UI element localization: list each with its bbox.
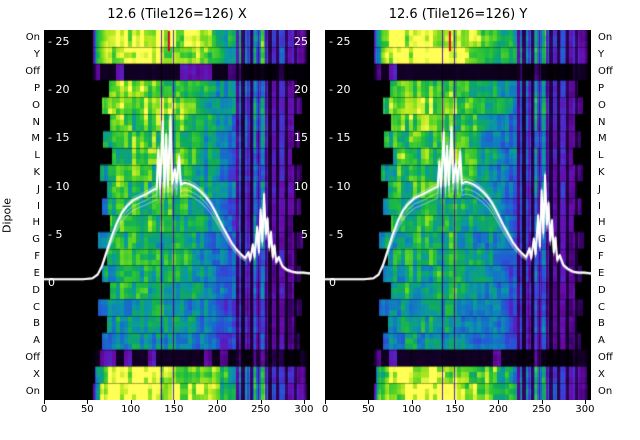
dipole-label-left: H: [32, 217, 40, 229]
x-tick-label: 50: [80, 404, 94, 415]
inner-ytick-label-right: 20: [294, 83, 308, 97]
x-tick-mark: [87, 400, 89, 404]
dipole-label-right: Off: [598, 66, 613, 78]
heatmap-panel-y: [325, 30, 591, 400]
dipole-label-right: O: [598, 99, 606, 111]
x-tick-mark: [498, 400, 500, 404]
inner-ytick-label-right: 25: [294, 35, 308, 48]
x-tick-label: 150: [445, 404, 465, 415]
x-tick-mark: [303, 400, 305, 404]
x-tick-mark: [217, 400, 219, 404]
dipole-label-right: D: [598, 284, 606, 296]
x-tick-mark: [368, 400, 370, 404]
x-tick-mark: [411, 400, 413, 404]
dipole-label-left: B: [33, 318, 40, 330]
dipole-label-left: F: [34, 251, 40, 263]
x-tick-mark: [541, 400, 543, 404]
inner-ytick-label: - 25: [48, 35, 70, 48]
dipole-label-left: A: [33, 335, 40, 347]
x-tick-mark: [454, 400, 456, 404]
x-tick-mark: [260, 400, 262, 404]
x-tick-label: 300: [294, 404, 314, 415]
dipole-label-left: On: [25, 385, 40, 397]
dipole-label-right: K: [598, 166, 605, 178]
dipole-label-left: On: [25, 32, 40, 44]
inner-ytick-label-right: 5: [301, 227, 308, 241]
dipole-label-right: H: [598, 217, 606, 229]
x-tick-label: 150: [164, 404, 184, 415]
x-tick-mark: [44, 400, 45, 404]
dipole-label-left: Y: [33, 49, 40, 61]
heatmap-panel-x: [44, 30, 310, 400]
inner-ytick-label: - 20: [329, 83, 351, 97]
dipole-label-left: X: [33, 368, 40, 380]
inner-ytick-label-right: 15: [294, 131, 308, 145]
inner-ytick-label: - 10: [329, 179, 351, 193]
x-tick-mark: [173, 400, 175, 404]
panel-title-y: 12.6 (Tile126=126) Y: [388, 7, 528, 22]
x-tick-label: 50: [361, 404, 375, 415]
dipole-label-left: D: [32, 284, 40, 296]
dipole-label-left: Off: [25, 351, 40, 363]
dipole-label-right: Off: [598, 351, 613, 363]
inner-ytick-label: - 10: [48, 179, 70, 193]
inner-ytick-label: - 15: [329, 131, 351, 145]
dipole-label-left: L: [34, 150, 40, 162]
inner-ytick-label: - 15: [48, 131, 70, 145]
inner-ytick-label: - 5: [329, 227, 344, 241]
dipole-label-right: L: [598, 150, 604, 162]
dipole-label-right: X: [598, 368, 605, 380]
dipole-label-right: On: [598, 32, 613, 44]
dipole-label-right: M: [598, 133, 607, 145]
x-tick-label: 250: [532, 404, 552, 415]
dipole-label-right: G: [598, 234, 606, 246]
dipole-label-right: Y: [598, 49, 605, 61]
dipole-label-right: J: [598, 183, 601, 195]
inner-ytick-label: - 5: [48, 227, 63, 241]
x-tick-label: 0: [40, 404, 48, 415]
inner-ytick-label: - 20: [48, 83, 70, 97]
dipole-label-right: A: [598, 335, 605, 347]
x-tick-label: 250: [251, 404, 271, 415]
dipole-label-right: E: [598, 267, 605, 279]
dipole-label-left: K: [33, 166, 40, 178]
dipole-label-left: O: [32, 99, 40, 111]
x-tick-mark: [584, 400, 586, 404]
dipole-label-right: N: [598, 116, 606, 128]
x-tick-label: 200: [488, 404, 508, 415]
inner-ytick-label: - 25: [329, 35, 351, 48]
dipole-label-left: N: [32, 116, 40, 128]
x-tick-label: 0: [321, 404, 329, 415]
dipole-label-left: E: [33, 267, 40, 279]
x-tick-mark: [325, 400, 326, 404]
dipole-label-left: I: [37, 200, 40, 212]
inner-ytick-label-right: 10: [294, 179, 308, 193]
dipole-label-right: F: [598, 251, 604, 263]
x-tick-label: 300: [575, 404, 595, 415]
dipole-label-right: C: [598, 301, 605, 313]
dipole-label-left: P: [33, 82, 40, 94]
inner-ytick-label: 0: [48, 276, 55, 289]
x-tick-label: 200: [207, 404, 227, 415]
x-tick-label: 100: [121, 404, 141, 415]
x-tick-mark: [130, 400, 132, 404]
panel-title-x: 12.6 (Tile126=126) X: [107, 7, 247, 22]
dipole-label-left: G: [32, 234, 40, 246]
dipole-label-left: C: [33, 301, 40, 313]
dipole-label-left: Off: [25, 66, 40, 78]
dipole-label-right: On: [598, 385, 613, 397]
dipole-label-right: I: [598, 200, 601, 212]
dipole-label-left: M: [31, 133, 40, 145]
x-tick-label: 100: [402, 404, 422, 415]
inner-ytick-label: 0: [329, 276, 336, 289]
dipole-label-right: B: [598, 318, 605, 330]
dipole-label-right: P: [598, 82, 605, 94]
dipole-label-left: J: [37, 183, 40, 195]
